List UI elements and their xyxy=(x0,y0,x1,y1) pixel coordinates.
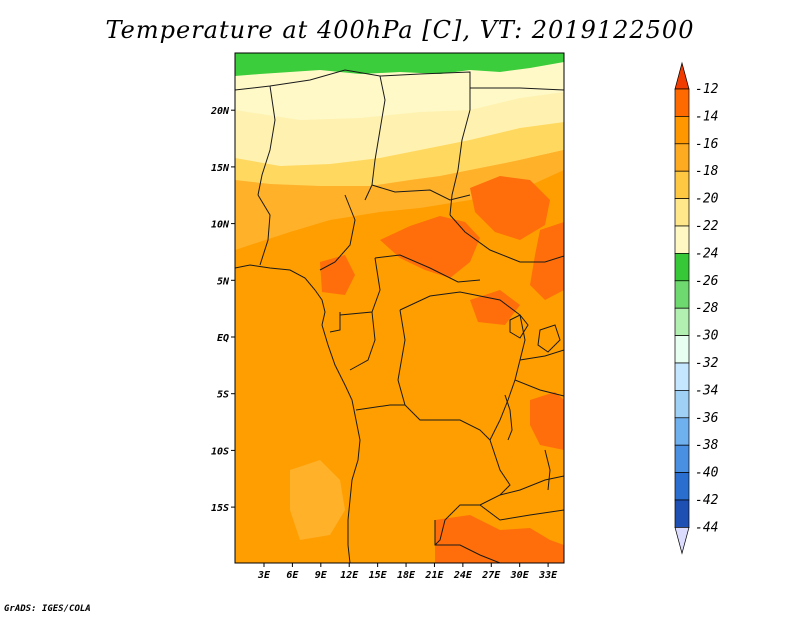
colorbar-label: -32 xyxy=(695,356,719,371)
lat-tick-label: 5S xyxy=(217,390,229,401)
colorbar-label: -26 xyxy=(695,274,719,289)
latitude-axis: 20N 15N 10N 5N EQ 5S 10S 15S xyxy=(210,106,235,514)
map-frame xyxy=(234,52,565,564)
map-title: Temperature at 400hPa [C], VT: 201912250… xyxy=(105,16,695,44)
temperature-field xyxy=(235,53,564,563)
colorbar-label: -24 xyxy=(695,246,718,261)
colorbar-label: -42 xyxy=(695,493,719,508)
field-dark-orange-south xyxy=(435,515,564,563)
field-dark-orange-mid xyxy=(470,290,520,325)
colorbar-segment xyxy=(674,116,690,145)
lon-tick-label: 15E xyxy=(369,570,388,581)
colorbar-label: -34 xyxy=(695,383,718,398)
colorbar-segment xyxy=(674,280,690,309)
colorbar-segment xyxy=(674,198,690,227)
colorbar-bottom-arrow xyxy=(674,527,690,555)
colorbar-label: -12 xyxy=(695,82,719,97)
colorbar-label: -40 xyxy=(695,466,719,481)
lon-tick-label: 18E xyxy=(397,570,416,581)
colorbar-label: -30 xyxy=(695,329,719,344)
lat-tick-label: 10N xyxy=(211,220,230,231)
colorbar-segment xyxy=(674,170,690,199)
colorbar: -12 -14 -16 -18 -20 -22 -24 -26 -28 -30 -32 -34 -36 -… xyxy=(674,61,719,555)
colorbar-segment xyxy=(674,390,690,419)
colorbar-label: -14 xyxy=(695,109,718,124)
lat-tick-label: 5N xyxy=(217,276,230,287)
field-green-north xyxy=(235,53,564,76)
field-light-orange xyxy=(235,150,564,250)
lon-tick-label: 21E xyxy=(424,570,444,581)
colorbar-segment xyxy=(674,417,690,446)
lat-tick-label: 15N xyxy=(211,163,230,174)
colorbar-segment xyxy=(674,143,690,172)
lat-tick-label: 15S xyxy=(211,503,229,514)
lon-tick-label: 9E xyxy=(315,570,328,581)
country-borders xyxy=(235,69,564,563)
colorbar-segment xyxy=(674,472,690,501)
lon-tick-label: 30E xyxy=(510,570,530,581)
colorbar-segment xyxy=(674,499,690,528)
field-dark-orange-central xyxy=(380,216,480,278)
colorbar-label: -22 xyxy=(695,219,719,234)
colorbar-segment xyxy=(674,225,690,254)
lat-tick-label: 20N xyxy=(210,106,230,117)
colorbar-segment xyxy=(674,253,690,282)
lon-tick-label: 27E xyxy=(481,570,501,581)
colorbar-segment xyxy=(674,88,690,117)
colorbar-label: -38 xyxy=(695,438,719,453)
lat-tick-label: 10S xyxy=(211,446,229,457)
lon-tick-label: 3E xyxy=(257,570,271,581)
lon-tick-label: 33E xyxy=(538,570,558,581)
field-light-orange-sw xyxy=(290,460,345,540)
grads-footer: GrADS: IGES/COLA xyxy=(4,604,91,614)
field-dark-orange-east xyxy=(470,176,550,240)
colorbar-label: -18 xyxy=(695,164,719,179)
colorbar-label: -28 xyxy=(695,301,719,316)
colorbar-label: -44 xyxy=(695,520,718,535)
lon-tick-label: 12E xyxy=(340,570,359,581)
colorbar-segment xyxy=(674,307,690,336)
lon-tick-label: 6E xyxy=(286,570,299,581)
colorbar-top-arrow xyxy=(674,61,690,90)
lat-tick-label: EQ xyxy=(217,333,229,344)
longitude-axis: 3E 6E 9E 12E 15E 18E 21E 24E 27E 30E 33E xyxy=(257,563,558,581)
colorbar-segment xyxy=(674,335,690,364)
lon-tick-label: 24E xyxy=(453,570,473,581)
colorbar-segment xyxy=(674,444,690,473)
field-dark-orange-se xyxy=(530,392,564,450)
colorbar-segment xyxy=(674,362,690,391)
colorbar-label: -36 xyxy=(695,411,719,426)
colorbar-label: -16 xyxy=(695,137,719,152)
colorbar-label: -20 xyxy=(695,192,719,207)
